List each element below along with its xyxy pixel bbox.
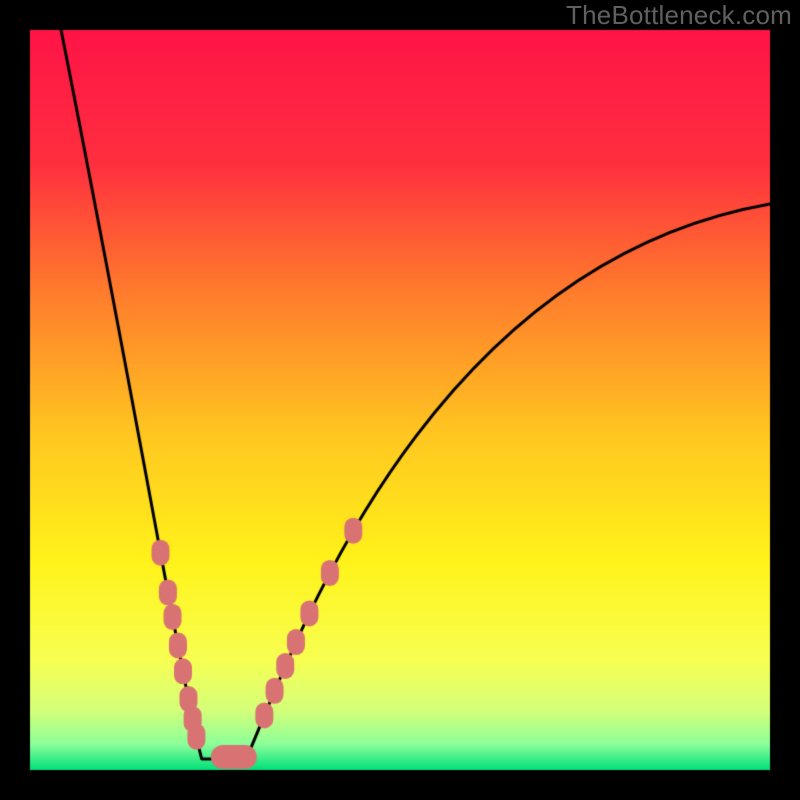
bottleneck-v-curve-chart	[0, 0, 800, 800]
watermark-text: TheBottleneck.com	[566, 0, 792, 31]
